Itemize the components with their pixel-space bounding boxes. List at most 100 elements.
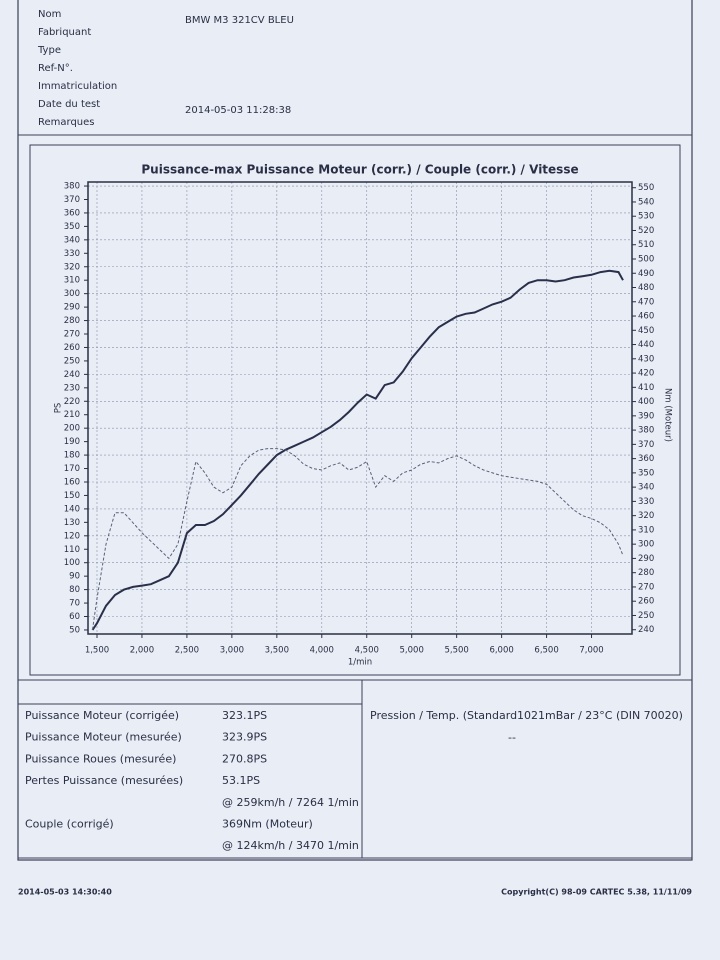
plot-frame bbox=[87, 181, 633, 635]
x-tick-label: 2,000 bbox=[130, 646, 154, 656]
y2-tick-label: 470 bbox=[638, 297, 654, 307]
y-tick-label: 210 bbox=[64, 410, 80, 420]
y-tick-label: 130 bbox=[64, 518, 80, 528]
y-tick-label: 100 bbox=[64, 558, 80, 568]
y2-tick-label: 290 bbox=[638, 554, 654, 564]
field-label: Type bbox=[37, 45, 61, 56]
y2-tick-label: 430 bbox=[638, 354, 654, 364]
y2-tick-label: 520 bbox=[638, 226, 654, 236]
result-label: Puissance Moteur (corrigée) bbox=[25, 709, 179, 722]
field-label: Nom bbox=[38, 9, 61, 20]
result-value: 369Nm (Moteur) bbox=[222, 818, 313, 831]
y2-tick-label: 400 bbox=[638, 397, 654, 407]
result-label: Puissance Roues (mesurée) bbox=[25, 752, 176, 765]
y-tick-label: 270 bbox=[64, 330, 80, 340]
field-label: Remarques bbox=[38, 117, 95, 128]
y2-tick-label: 550 bbox=[638, 183, 654, 193]
y2-tick-label: 390 bbox=[638, 411, 654, 421]
result-value: 323.9PS bbox=[222, 731, 267, 744]
y-tick-label: 60 bbox=[69, 612, 80, 622]
field-label: Fabriquant bbox=[38, 27, 91, 38]
y-tick-label: 350 bbox=[64, 222, 80, 232]
conditions: Pression / Temp. (Standard1021mBar / 23°… bbox=[370, 709, 683, 722]
x-tick-label: 4,000 bbox=[310, 646, 334, 656]
y-tick-label: 240 bbox=[64, 370, 80, 380]
y-tick-label: 70 bbox=[69, 599, 80, 609]
y-tick-label: 200 bbox=[64, 424, 80, 434]
y-tick-label: 80 bbox=[69, 585, 80, 595]
x-tick-label: 6,000 bbox=[489, 646, 513, 656]
y2-tick-label: 280 bbox=[638, 568, 654, 578]
y-tick-label: 180 bbox=[64, 451, 80, 461]
y2-tick-label: 320 bbox=[638, 511, 654, 521]
y-tick-label: 280 bbox=[64, 316, 80, 326]
y-tick-label: 260 bbox=[64, 343, 80, 353]
y2-tick-label: 350 bbox=[638, 468, 654, 478]
frame bbox=[17, 0, 693, 861]
result-label: Pertes Puissance (mesurées) bbox=[25, 774, 183, 787]
result-value: 53.1PS bbox=[222, 774, 260, 787]
y-tick-label: 160 bbox=[64, 477, 80, 487]
y2-tick-label: 490 bbox=[638, 269, 654, 279]
footer-copyright: Copyright(C) 98-09 CARTEC 5.38, 11/11/09 bbox=[501, 888, 692, 897]
y-tick-label: 300 bbox=[64, 289, 80, 299]
y-tick-label: 220 bbox=[64, 397, 80, 407]
x-axis-label: 1/min bbox=[348, 658, 372, 668]
y2-axis-label: Nm (Moteur) bbox=[663, 388, 673, 442]
x-tick-label: 1,500 bbox=[85, 646, 109, 656]
y-tick-label: 380 bbox=[64, 182, 80, 192]
y-tick-label: 50 bbox=[69, 625, 80, 635]
x-tick-label: 4,500 bbox=[355, 646, 379, 656]
y-tick-label: 290 bbox=[64, 303, 80, 313]
x-tick-label: 3,500 bbox=[265, 646, 289, 656]
y-tick-label: 320 bbox=[64, 262, 80, 272]
field-label: Ref-N°. bbox=[38, 63, 73, 74]
y2-tick-label: 370 bbox=[638, 440, 654, 450]
x-tick-label: 5,000 bbox=[400, 646, 424, 656]
footer-date: 2014-05-03 14:30:40 bbox=[18, 888, 112, 897]
x-tick-label: 5,500 bbox=[444, 646, 468, 656]
result-label: Couple (corrigé) bbox=[25, 818, 114, 831]
field-value: 2014-05-03 11:28:38 bbox=[185, 105, 291, 116]
chart-panel bbox=[29, 144, 681, 676]
y2-tick-label: 530 bbox=[638, 212, 654, 222]
field-label: Date du test bbox=[38, 99, 100, 110]
result-value: @ 124km/h / 3470 1/min bbox=[222, 839, 359, 852]
y-tick-label: 120 bbox=[64, 531, 80, 541]
field-label: Immatriculation bbox=[38, 81, 117, 92]
y2-tick-label: 450 bbox=[638, 326, 654, 336]
x-tick-label: 3,000 bbox=[220, 646, 244, 656]
y-tick-label: 110 bbox=[64, 545, 80, 555]
power-line bbox=[91, 269, 624, 631]
y2-tick-label: 330 bbox=[638, 497, 654, 507]
x-tick-label: 7,000 bbox=[579, 646, 603, 656]
y-tick-label: 360 bbox=[64, 208, 80, 218]
y-tick-label: 340 bbox=[64, 235, 80, 245]
y2-tick-label: 360 bbox=[638, 454, 654, 464]
y2-tick-label: 240 bbox=[638, 625, 654, 635]
y-tick-label: 250 bbox=[64, 356, 80, 366]
result-value: 323.1PS bbox=[222, 709, 267, 722]
x-tick-label: 6,500 bbox=[534, 646, 558, 656]
y2-tick-label: 510 bbox=[638, 240, 654, 250]
field-value: BMW M3 321CV BLEU bbox=[185, 15, 294, 26]
result-value: 270.8PS bbox=[222, 752, 267, 765]
y2-tick-label: 300 bbox=[638, 540, 654, 550]
y-axis-label: PS bbox=[54, 403, 64, 414]
chart-title: Puissance-max Puissance Moteur (corr.) /… bbox=[141, 163, 578, 177]
y2-tick-label: 380 bbox=[638, 426, 654, 436]
result-value: @ 259km/h / 7264 1/min bbox=[222, 796, 359, 809]
y-tick-label: 330 bbox=[64, 249, 80, 259]
y2-tick-label: 270 bbox=[638, 582, 654, 592]
y-tick-label: 150 bbox=[64, 491, 80, 501]
y2-tick-label: 540 bbox=[638, 197, 654, 207]
y2-tick-label: 340 bbox=[638, 483, 654, 493]
y-tick-label: 310 bbox=[64, 276, 80, 286]
torque-line bbox=[92, 448, 624, 630]
y2-tick-label: 440 bbox=[638, 340, 654, 350]
y2-tick-label: 250 bbox=[638, 611, 654, 621]
y2-tick-label: 410 bbox=[638, 383, 654, 393]
y2-tick-label: 310 bbox=[638, 525, 654, 535]
y2-tick-label: 420 bbox=[638, 369, 654, 379]
